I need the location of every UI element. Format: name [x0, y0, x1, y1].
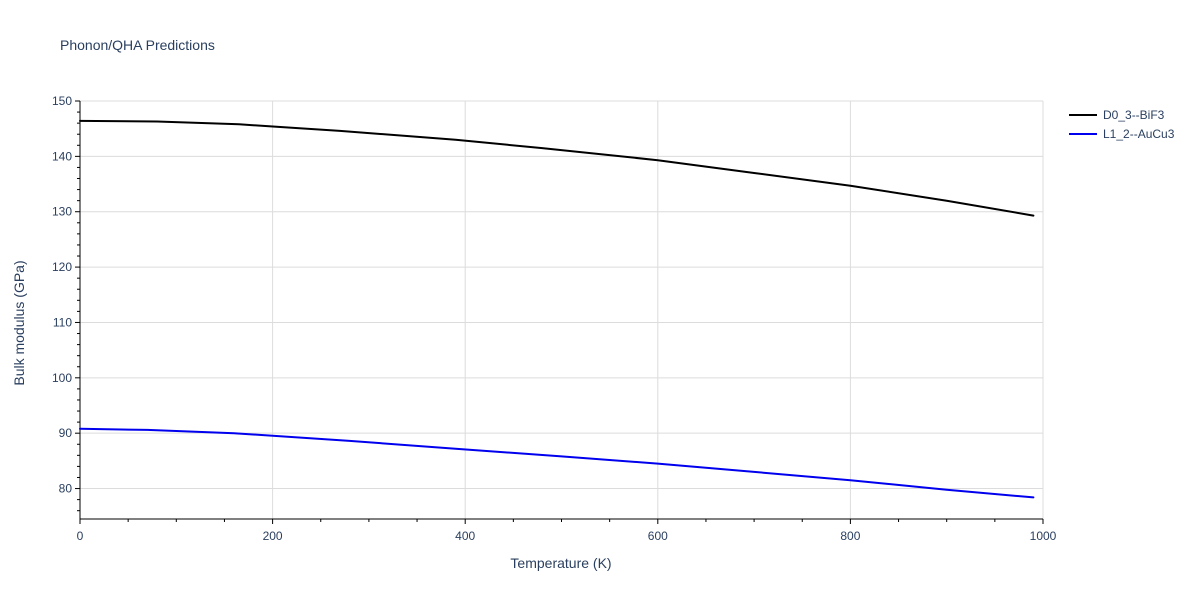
y-tick-label: 90 — [59, 426, 73, 440]
x-tick-label: 0 — [77, 529, 84, 543]
x-tick-label: 600 — [648, 529, 668, 543]
y-tick-label: 80 — [59, 482, 73, 496]
legend: D0_3--BiF3 L1_2--AuCu3 — [1069, 108, 1175, 141]
y-tick-label: 130 — [52, 205, 72, 219]
x-tick-label: 200 — [263, 529, 283, 543]
legend-label-0: D0_3--BiF3 — [1103, 108, 1165, 122]
y-tick-label: 100 — [52, 371, 72, 385]
legend-label-1: L1_2--AuCu3 — [1103, 127, 1175, 141]
x-tick-label: 800 — [840, 529, 860, 543]
x-tick-label: 400 — [455, 529, 475, 543]
chart-title: Phonon/QHA Predictions — [60, 37, 215, 53]
y-tick-label: 140 — [52, 149, 72, 163]
y-axis-title: Bulk modulus (GPa) — [11, 260, 27, 385]
y-tick-label: 150 — [52, 94, 72, 108]
series-line-1 — [79, 427, 1035, 499]
x-tick-label: 1000 — [1030, 529, 1057, 543]
y-tick-label: 110 — [53, 315, 72, 329]
y-tick-label: 120 — [52, 260, 72, 274]
x-axis-title: Temperature (K) — [510, 555, 611, 571]
axes-layer: 80 90 100 110 120 130 140 150 0 200 400 600 800 1000 — [52, 94, 1057, 543]
series-layer — [79, 119, 1035, 499]
series-line-0 — [79, 119, 1035, 217]
